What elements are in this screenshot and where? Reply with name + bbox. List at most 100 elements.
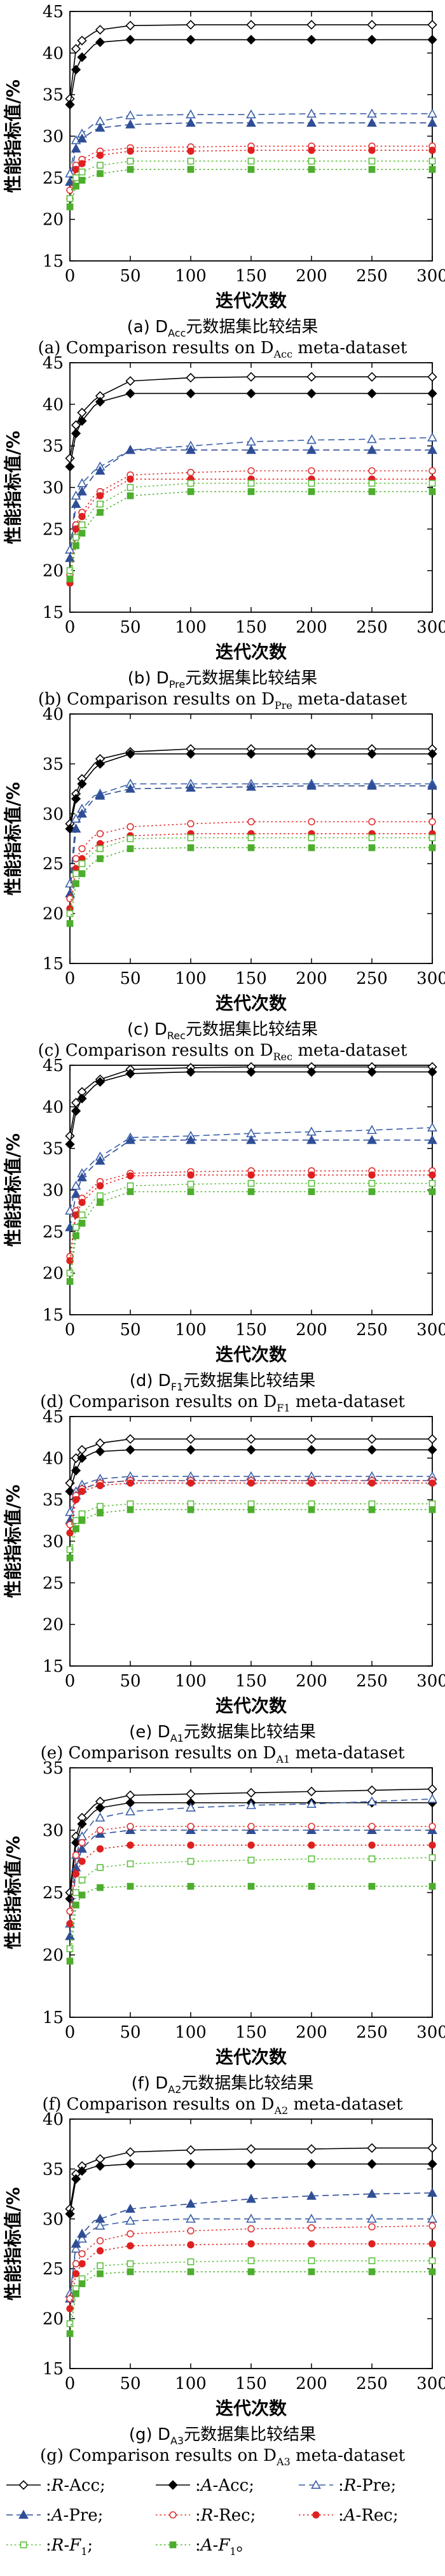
x-tick-label: 100 [175,618,207,637]
x-tick-label: 300 [416,1672,445,1691]
y-axis-label: 性能指标值/% [3,1133,24,1247]
data-point [66,1278,74,1285]
x-tick-label: 200 [296,1320,327,1340]
data-point [65,453,75,463]
data-point [247,2225,255,2233]
series-line [69,1191,432,1282]
data-point [246,781,256,791]
y-tick-label: 25 [43,1884,64,1903]
data-point [77,779,87,789]
series-A-Acc [65,388,437,472]
data-point [72,870,79,878]
data-point [306,34,317,45]
data-point [367,749,377,759]
data-point [428,488,436,495]
data-point [306,1798,317,1808]
series-A-Rec [66,830,436,913]
data-point [125,2147,135,2157]
legend-item-A-F1: :A-F1。 [156,2536,253,2558]
data-point [95,2213,106,2223]
legend-prefix: A [50,2506,64,2525]
y-tick-label: 20 [43,905,64,924]
data-point [97,162,104,169]
data-point [72,183,79,190]
legend-dash: - [64,2476,69,2495]
chart-c: 15 20 25 30 35 40 0 50 100 150 200 250 300 迭代次数 性能指标值/… [3,705,445,1063]
data-point [428,2268,436,2276]
data-point [71,64,81,75]
legend-item-A-Acc: :A-Acc; [156,2476,254,2495]
legend-metric: Acc [69,2476,100,2495]
data-point [66,1957,74,1965]
data-point [367,1434,377,1444]
caption-en-pre: (b) Comparison results on D [38,690,275,709]
data-point [78,1487,86,1495]
series-line [69,393,432,467]
data-point [247,146,255,154]
caption-cn-pre: (d) D [130,1371,171,1390]
data-point [72,542,79,549]
x-axis-label: 迭代次数 [216,1695,287,1716]
series-A-Rec [66,1841,436,1928]
series-line [69,491,432,579]
legend-label: :R-F1; [46,2536,93,2558]
x-tick-label: 50 [120,1320,140,1340]
data-point [367,1135,377,1144]
data-point [247,2240,255,2248]
data-point [127,1841,134,1849]
data-point [127,835,134,843]
data-point [427,1434,437,1444]
data-point [246,34,256,45]
caption-cn-post: 元数据集比较结果 [186,1020,318,1039]
caption-en: (a) Comparison results on DAcc meta-data… [38,339,407,360]
data-point [97,1864,104,1872]
series-line [69,1886,432,1961]
data-point [72,1224,79,1231]
data-point [187,1188,195,1195]
data-point [308,1188,315,1195]
data-point [367,434,377,444]
caption-en: (d) Comparison results on DF1 meta-datas… [40,1392,405,1414]
data-point [66,2330,74,2337]
data-point [246,117,256,127]
data-point [77,2229,87,2238]
caption-cn-post: 元数据集比较结果 [184,1723,316,1742]
series-A-F1 [66,844,436,927]
data-point [427,1122,437,1131]
legend-dash: - [213,2476,219,2495]
data-point [427,372,437,382]
y-tick-label: 20 [43,2310,64,2329]
data-point [428,1171,436,1179]
data-point [368,488,376,495]
data-point [428,1823,436,1830]
data-point [308,1180,315,1187]
data-point [95,25,106,35]
legend-prefix: A [200,2476,213,2495]
x-tick-label: 150 [235,267,267,286]
y-tick-label: 35 [43,1491,64,1510]
legend-marker [169,2511,177,2519]
series-A-F1 [66,1188,436,1285]
legend-sep: ; [393,2506,399,2525]
data-point [96,2237,104,2244]
legend-prefix: R [51,2476,64,2495]
data-point [66,2320,74,2327]
data-point [72,525,80,533]
data-point [367,1067,377,1077]
legend-label: :R-Pre; [338,2476,396,2495]
data-point [127,1172,134,1180]
x-tick-label: 200 [296,618,327,637]
data-point [187,2258,195,2265]
data-point [95,396,106,407]
data-point [308,2268,315,2276]
data-point [367,1785,377,1795]
data-point [428,1188,436,1195]
y-axis-label: 性能指标值/% [3,431,24,544]
legend-metric: Rec [219,2506,250,2525]
data-point [187,488,195,495]
data-point [306,1434,317,1444]
x-tick-label: 0 [65,969,76,988]
data-point [78,1510,86,1518]
data-point [127,147,134,155]
caption-en-pre: (a) Comparison results on D [38,339,274,358]
